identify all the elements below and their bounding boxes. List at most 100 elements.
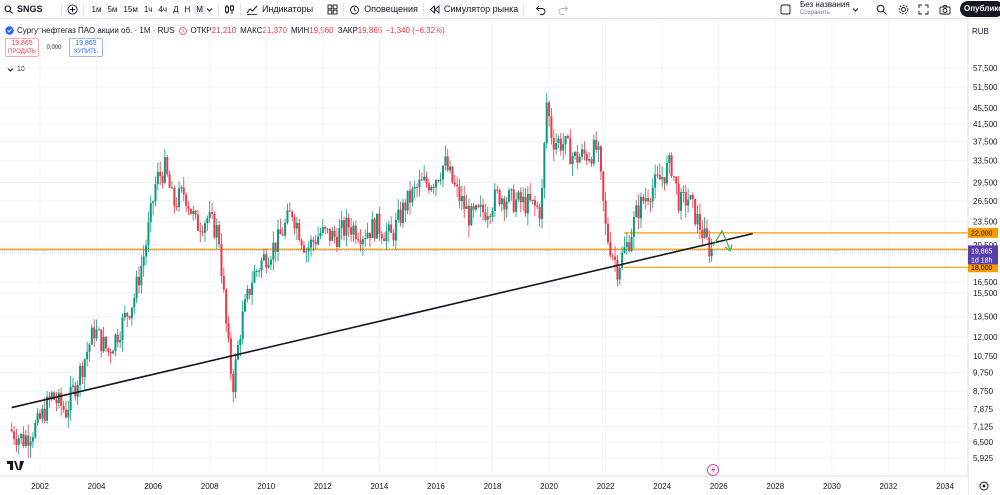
interval-button[interactable]: 1ч [143,4,153,14]
interval-button[interactable]: 5м [107,4,118,14]
events-flash-icon[interactable] [707,464,719,476]
indicators-button[interactable]: Индикаторы [246,0,313,19]
layout-menu-button[interactable] [780,0,791,19]
trendline[interactable] [11,232,753,409]
candle-body [53,392,56,400]
candle-body [665,163,668,184]
candle-body [286,210,289,223]
candle-body [267,264,270,268]
alerts-button[interactable]: Оповещения [349,0,418,19]
buy-button[interactable]: 19,865 КУПИТЬ [69,38,103,57]
trendline-segment[interactable] [11,232,753,409]
interval-button[interactable]: Д [173,4,179,14]
candle-body [604,200,607,224]
candle-body [647,198,650,202]
candle-body [64,409,67,418]
axis-settings-button[interactable] [979,481,989,491]
candle-body [36,413,39,423]
candle-body [710,249,713,257]
arrow-head[interactable] [724,244,733,252]
candle-body [97,329,100,331]
candle-body [156,171,159,185]
compare-add-button[interactable] [66,0,78,19]
settings-button[interactable] [898,0,909,19]
candle-body [392,232,395,241]
templates-button[interactable] [327,0,338,19]
candle-body [88,344,91,352]
replay-button[interactable]: Симулятор рынка [429,0,518,19]
candle-body [76,385,79,397]
candles-type-button[interactable] [224,0,235,19]
candle-body [43,408,46,421]
interval-button[interactable]: 15м [123,4,138,14]
low-label: МИН [290,26,310,35]
undo-button[interactable] [535,0,546,19]
candle-body [385,231,388,242]
candle-body [140,265,143,286]
layout-dropdown-button[interactable] [852,0,859,19]
candle-body [359,240,362,244]
candle-body [644,198,647,202]
undo-icon [535,4,546,15]
candle-body [550,116,553,139]
current-price-value: 19,865 [971,248,993,255]
interval-button[interactable]: М [193,4,206,14]
arrow-path[interactable] [712,229,731,251]
candle-body [279,229,282,235]
price-tick-label: 45,500 [973,104,998,113]
candle-body [590,159,593,164]
candle-body [350,227,353,235]
fullscreen-button[interactable] [918,0,929,19]
interval-button[interactable]: 1м [91,4,102,14]
symbol-search-button[interactable]: SNGS [0,0,43,19]
candle-body [161,176,164,183]
candle-body [705,228,708,238]
candle-body [284,222,287,236]
grid-lines [0,20,968,476]
studies-toggle[interactable]: 10 [7,66,25,73]
candle-body [295,222,298,229]
candle-body [187,205,190,209]
candle-body [116,334,119,343]
interval-button[interactable]: 4ч [158,4,168,14]
candle-body [182,187,185,195]
time-axis-bg[interactable] [0,476,968,495]
candle-body [472,206,475,210]
price-tick-label: 51,500 [973,83,998,92]
candle-body [67,409,70,418]
chevron-down-icon [852,6,859,13]
layout-name[interactable]: Без названия Сохранить [800,1,850,17]
price-chart[interactable]: RUB 57,500 51,500 45,500 41,500 37,500 33,500… [0,20,1000,495]
candle-body [39,413,41,419]
interval-dropdown-button[interactable] [206,0,213,19]
candle-body [371,219,374,239]
quick-search-button[interactable] [876,0,887,19]
candle-body [130,307,133,319]
price-tick-label: 8,750 [973,387,994,396]
candle-body [255,270,258,272]
time-tick-label: 2016 [427,482,445,491]
candle-body [418,179,421,188]
redo-button[interactable] [558,0,569,19]
candle-body [595,139,598,150]
candle-body [29,441,32,446]
candle-body [602,171,605,201]
candle-body [413,186,416,189]
candle-body [649,201,652,203]
candle-body [102,336,105,352]
candle-body [178,188,181,208]
candle-body [10,429,13,432]
interval-button[interactable]: Н [184,4,191,14]
candle-body [109,352,112,354]
candle-body [401,202,404,224]
projection-arrow[interactable] [712,229,733,252]
candle-body [585,153,588,161]
candle-body [260,260,263,271]
top-toolbar: SNGS 1м 5м 15м 1ч 4ч Д Н М Индикаторы Оповещ [0,0,1000,19]
tradingview-logo[interactable] [7,461,24,470]
snapshot-button[interactable] [939,0,951,19]
publish-button[interactable]: Опубликов [960,1,1000,17]
candle-body [446,156,449,171]
candle-body [691,195,694,199]
sell-button[interactable]: 19,865 ПРОДАТЬ [5,38,39,57]
